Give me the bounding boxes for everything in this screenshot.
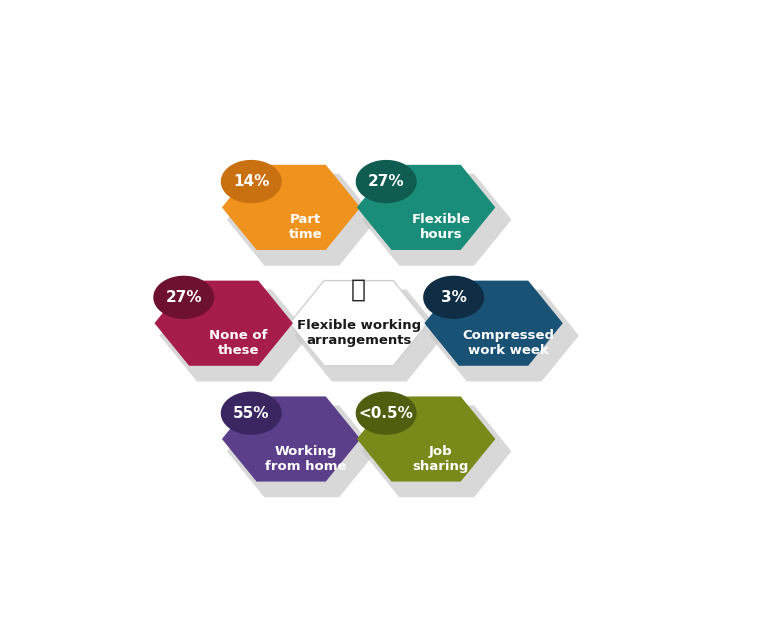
Polygon shape (362, 405, 512, 497)
Text: 55%: 55% (233, 406, 269, 420)
Polygon shape (356, 160, 416, 204)
Polygon shape (154, 276, 214, 319)
Text: None of
these: None of these (209, 329, 268, 357)
Polygon shape (222, 396, 360, 481)
Polygon shape (356, 392, 416, 435)
Polygon shape (221, 392, 282, 435)
Text: Flexible
hours: Flexible hours (411, 213, 470, 241)
Polygon shape (154, 280, 293, 366)
Text: 🕐: 🕐 (351, 278, 366, 301)
Polygon shape (423, 276, 484, 319)
Polygon shape (425, 280, 562, 366)
Polygon shape (357, 396, 495, 481)
Polygon shape (227, 405, 376, 497)
Polygon shape (362, 173, 512, 266)
Text: 14%: 14% (233, 174, 269, 189)
Text: 27%: 27% (166, 290, 202, 305)
Text: 27%: 27% (368, 174, 404, 189)
Polygon shape (429, 289, 579, 381)
Polygon shape (222, 165, 360, 250)
Text: Part
time: Part time (289, 213, 322, 241)
Text: Compressed
work week: Compressed work week (463, 329, 554, 357)
Text: 3%: 3% (441, 290, 466, 305)
Text: Flexible working
arrangements: Flexible working arrangements (297, 319, 421, 347)
Polygon shape (294, 289, 444, 381)
Polygon shape (160, 289, 309, 381)
Polygon shape (289, 280, 428, 366)
Polygon shape (221, 160, 282, 204)
Polygon shape (357, 165, 495, 250)
Text: Job
sharing: Job sharing (413, 445, 469, 473)
Polygon shape (227, 173, 376, 266)
Text: Working
from home: Working from home (265, 445, 347, 473)
Text: <0.5%: <0.5% (359, 406, 413, 420)
